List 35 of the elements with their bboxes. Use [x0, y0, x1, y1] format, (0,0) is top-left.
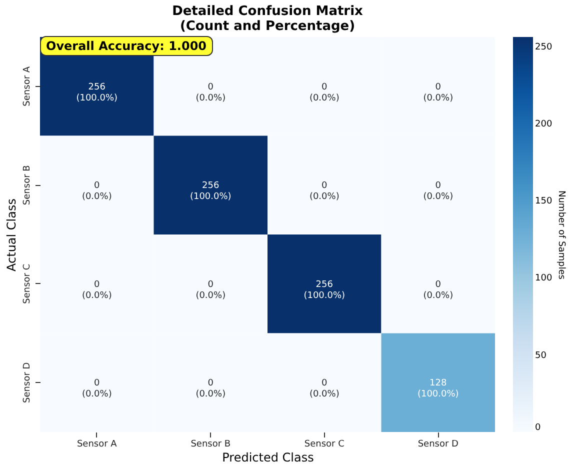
data-label: 0 (0.0%) [196, 82, 226, 104]
data-label: 256 (100.0%) [304, 280, 346, 301]
data-label: 256 (100.0%) [190, 181, 232, 202]
color-bar-label: 150 [535, 196, 552, 207]
chart-title: Detailed Confusion Matrix (Count and Percentage) [172, 4, 364, 34]
y-tick-label: Sensor B [22, 165, 32, 206]
y-tick-label: Sensor D [22, 362, 32, 403]
x-tick-label: Sensor B [190, 440, 231, 450]
data-label: 0 (0.0%) [423, 181, 454, 202]
color-bar-label: 50 [535, 350, 547, 361]
annotation: Overall Accuracy: 1.000 [40, 36, 213, 56]
data-label: 0 (0.0%) [82, 378, 112, 400]
y-tick-label: Sensor C [22, 264, 32, 304]
x-tick-label: Sensor D [418, 440, 459, 450]
color-bar-title: Number of Samples [556, 190, 566, 280]
x-axis-title: Predicted Class [222, 450, 314, 464]
data-label: 0 (0.0%) [196, 378, 226, 400]
color-bar-label: 250 [535, 42, 552, 52]
data-label: 0 (0.0%) [423, 280, 454, 301]
x-tick-label: Sensor A [76, 440, 118, 450]
color-bar-label: 100 [535, 274, 552, 284]
data-label: 128 (100.0%) [417, 378, 459, 400]
data-label: 256 (100.0%) [76, 82, 118, 104]
data-label: 0 (0.0%) [309, 181, 340, 202]
y-axis-title: Actual Class [4, 198, 18, 272]
color-bar-label: 200 [535, 119, 552, 130]
data-label: 0 (0.0%) [423, 82, 454, 104]
data-label: 0 (0.0%) [82, 280, 112, 301]
data-label: 0 (0.0%) [82, 181, 112, 202]
data-label: 0 (0.0%) [309, 82, 340, 104]
data-label: 0 (0.0%) [309, 378, 340, 400]
x-tick-label: Sensor C [304, 440, 344, 450]
color-bar-label: 0 [535, 423, 541, 433]
y-tick-label: Sensor A [22, 66, 32, 106]
data-label: 0 (0.0%) [196, 280, 226, 301]
